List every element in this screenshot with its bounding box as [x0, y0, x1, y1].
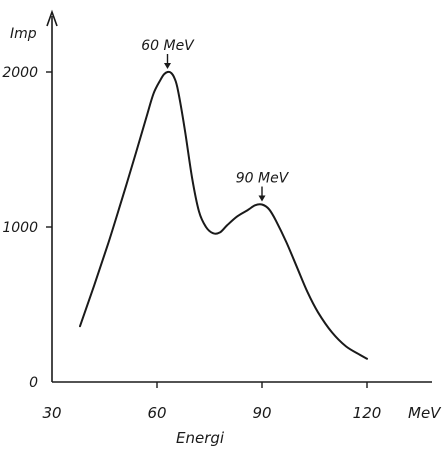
- annotation-group: 60 MeV 90 MeV: [141, 38, 290, 202]
- x-tick-label: 120: [353, 404, 382, 422]
- y-axis-label: Imp: [10, 26, 37, 42]
- series-group: [79, 70, 368, 360]
- x-tick-label: 30: [42, 404, 61, 422]
- tick-group: 30 60 90 120 0 1000 2000: [2, 65, 381, 422]
- peak-annotation-label: 90 MeV: [236, 171, 290, 187]
- arrow-head-icon: [258, 195, 266, 202]
- y-tick-label: 0: [29, 375, 38, 391]
- arrow-head-icon: [164, 63, 171, 69]
- series-line: [79, 70, 368, 360]
- x-axis-label: Energi: [176, 429, 225, 447]
- peak-annotation-label: 60 MeV: [141, 38, 195, 54]
- y-axis-arrow-icon: [46, 9, 58, 27]
- y-tick-label: 1000: [2, 220, 38, 236]
- y-tick-label: 2000: [2, 65, 38, 81]
- x-axis-unit: MeV: [408, 404, 442, 422]
- x-tick-label: 90: [252, 404, 271, 422]
- x-tick-label: 60: [147, 404, 166, 422]
